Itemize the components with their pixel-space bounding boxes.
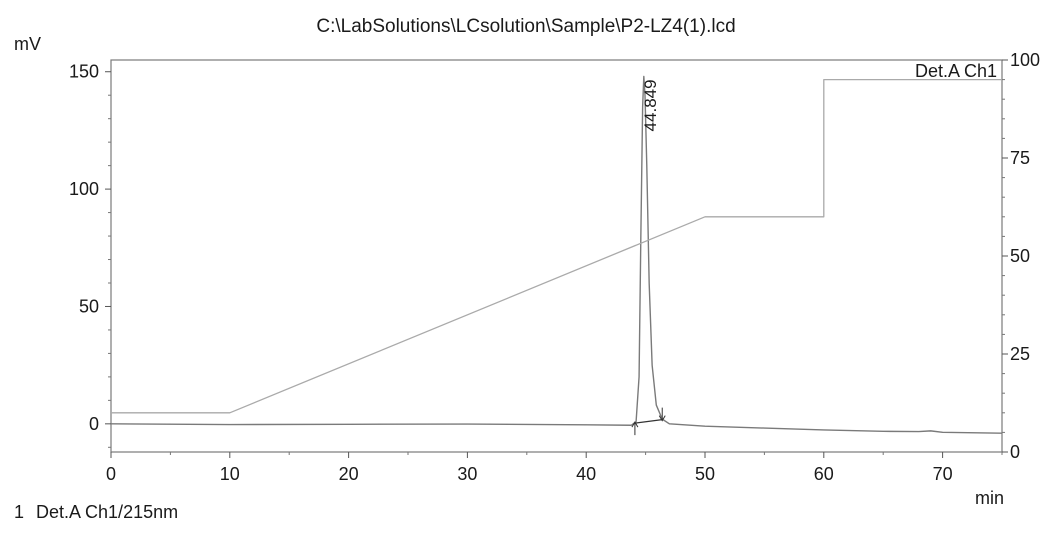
chart-title: C:\LabSolutions\LCsolution\Sample\P2-LZ4… bbox=[316, 16, 736, 37]
footnote-index: 1 bbox=[14, 502, 25, 522]
x-tick-label: 20 bbox=[339, 464, 359, 484]
x-tick-label: 70 bbox=[933, 464, 953, 484]
y-tick-label: 50 bbox=[79, 296, 99, 316]
y-axis-label: mV bbox=[14, 34, 41, 54]
footnote: 1 Det.A Ch1/215nm bbox=[14, 502, 190, 523]
peak-end-arrow bbox=[658, 407, 666, 422]
legend-label: Det.A Ch1 bbox=[915, 61, 997, 81]
axes bbox=[105, 59, 1008, 458]
x-tick-label: 0 bbox=[106, 464, 116, 484]
traces bbox=[110, 75, 1003, 436]
x-tick-label: 50 bbox=[695, 464, 715, 484]
x-tick-label: 30 bbox=[457, 464, 477, 484]
x-tick-label: 60 bbox=[814, 464, 834, 484]
peak-start-arrow bbox=[631, 421, 639, 436]
plot-frame bbox=[110, 59, 1003, 453]
y2-tick-label: 0 bbox=[1010, 442, 1020, 462]
footnote-text: Det.A Ch1/215nm bbox=[36, 502, 179, 522]
series-line-gradient bbox=[111, 78, 1002, 414]
y2-tick-label: 100 bbox=[1010, 50, 1040, 70]
x-tick-label: 10 bbox=[220, 464, 240, 484]
x-tick-label: 40 bbox=[576, 464, 596, 484]
peak-label: 44.849 bbox=[641, 79, 660, 131]
y2-tick-label: 50 bbox=[1010, 246, 1030, 266]
y-tick-label: 100 bbox=[69, 179, 99, 199]
y2-tick-label: 25 bbox=[1010, 344, 1030, 364]
series-line-detector bbox=[110, 75, 1003, 434]
y2-tick-label: 75 bbox=[1010, 148, 1030, 168]
x-axis-label: min bbox=[975, 488, 1004, 508]
labels: 44.849 0 10 20 30 40 50 60 70 0 50 100 150 0 25 50 75 100… bbox=[14, 34, 1040, 508]
y-tick-label: 0 bbox=[89, 414, 99, 434]
y-tick-label: 150 bbox=[69, 62, 99, 82]
integration-baseline bbox=[634, 419, 663, 424]
